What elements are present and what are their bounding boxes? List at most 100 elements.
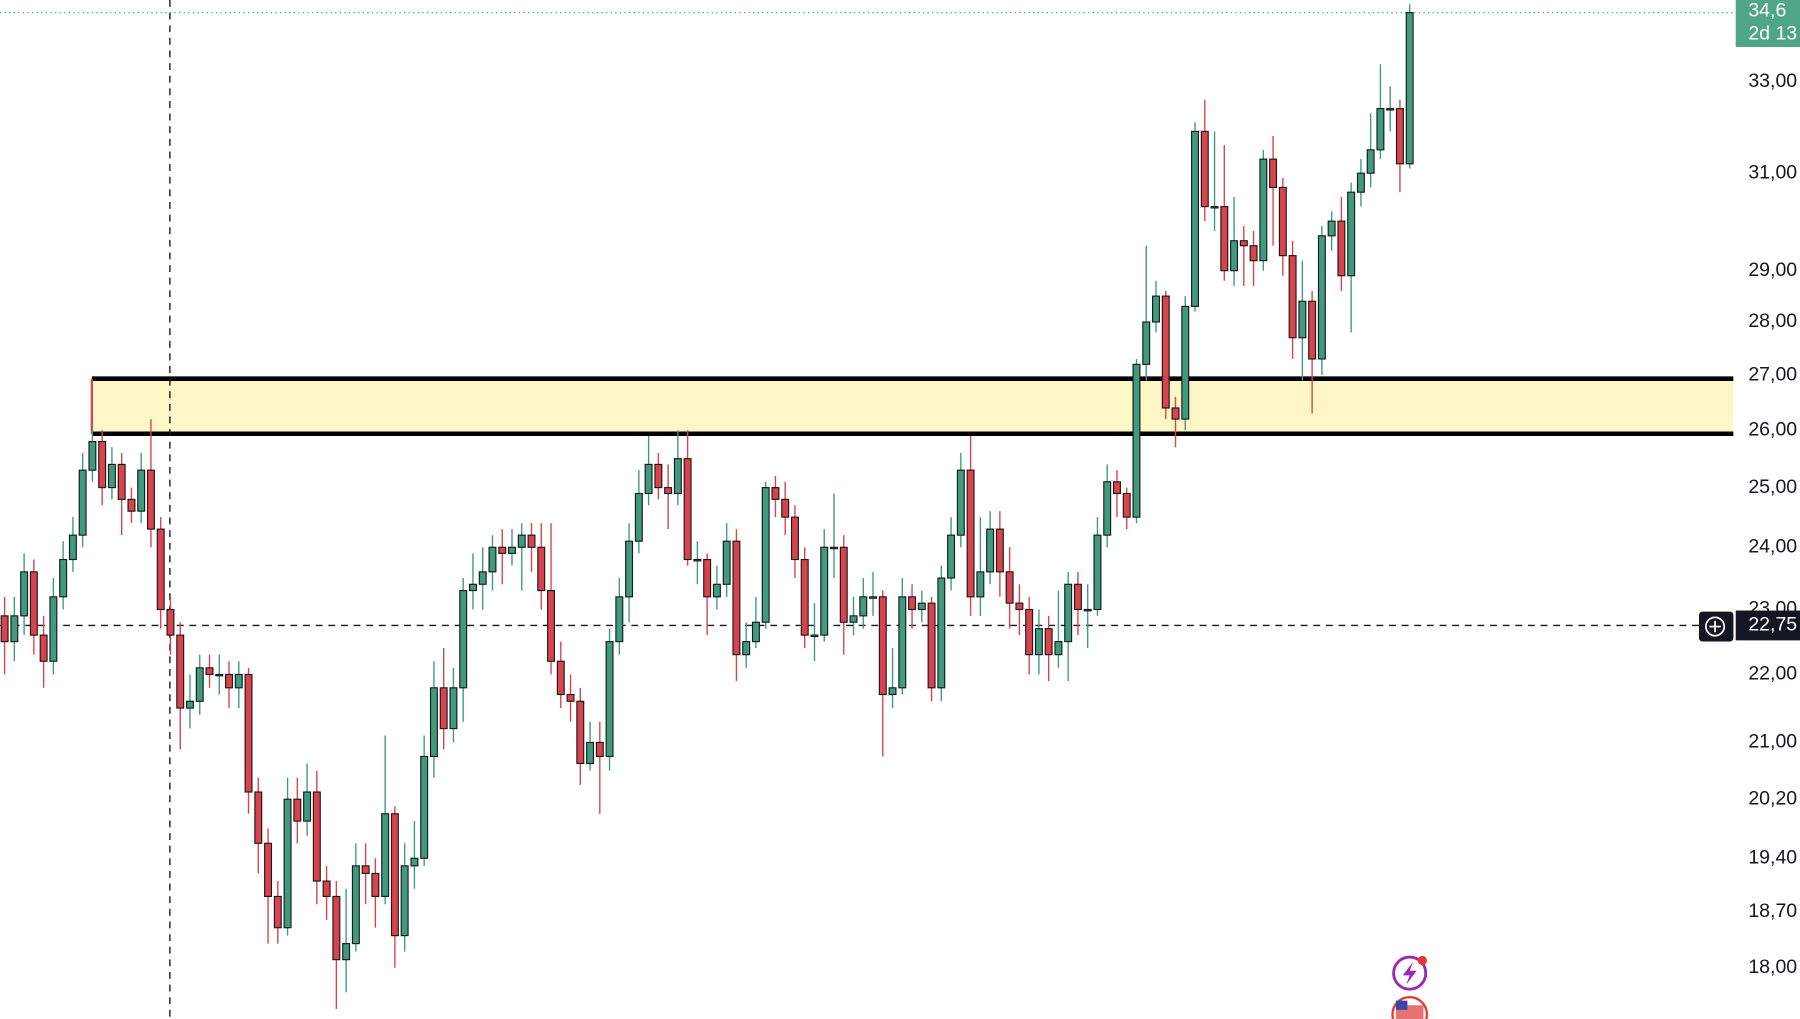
- candle-body: [78, 469, 87, 536]
- crosshair-label: 22,75: [1748, 614, 1797, 636]
- candle-body: [869, 596, 878, 599]
- candle-body: [615, 596, 624, 643]
- alert-dot[interactable]: [1417, 955, 1427, 966]
- candle-body: [322, 880, 331, 898]
- candle-body: [508, 546, 516, 554]
- last-price-label: 34,6: [1748, 0, 1786, 22]
- candle-body: [1073, 583, 1082, 611]
- candle-body: [937, 577, 946, 689]
- y-tick-label: 25,00: [1748, 476, 1797, 498]
- candle-body: [156, 528, 165, 611]
- candle-body: [1044, 628, 1053, 656]
- candle-body: [264, 842, 273, 898]
- candle-body: [1308, 300, 1317, 360]
- candle-body: [839, 546, 848, 623]
- alert-icon[interactable]: [1392, 955, 1428, 991]
- candle-body: [381, 813, 390, 898]
- plus-icon[interactable]: [1705, 616, 1726, 637]
- candle-body: [361, 865, 370, 875]
- candle-body: [751, 621, 760, 643]
- y-tick-label: 27,00: [1748, 363, 1797, 385]
- candle-body: [1278, 186, 1287, 257]
- candle-body: [1395, 108, 1404, 165]
- candle-body: [576, 700, 585, 765]
- axis-bg: [1733, 0, 1800, 1019]
- candle-body: [1034, 628, 1043, 656]
- candle-body: [849, 615, 858, 623]
- price-axis: 33,00 31,00 29,00 28,00 27,00 26,00 25,00 24,00…: [1733, 0, 1800, 1019]
- candle-body: [137, 469, 146, 512]
- flag-icon[interactable]: [1391, 996, 1429, 1019]
- candle-body: [439, 687, 448, 730]
- candle-body: [605, 641, 614, 758]
- y-tick-label: 29,00: [1748, 259, 1797, 281]
- candle-body: [332, 895, 341, 961]
- candle-body: [420, 755, 429, 859]
- candle-body: [117, 463, 126, 500]
- candle-body: [1132, 363, 1141, 518]
- y-tick-label: 18,00: [1748, 956, 1797, 978]
- candle-body: [1239, 240, 1248, 247]
- y-tick-label: 24,00: [1748, 535, 1797, 557]
- candle-body: [547, 589, 556, 662]
- candle-body: [1386, 108, 1395, 111]
- candle-body: [1015, 602, 1024, 611]
- y-tick-label: 28,00: [1748, 310, 1797, 332]
- candle-body: [59, 558, 68, 598]
- candle-body: [800, 558, 809, 636]
- candle-body: [390, 813, 399, 937]
- y-tick-label: 20,20: [1748, 787, 1797, 809]
- candle-body: [1366, 149, 1375, 174]
- candle-body: [1210, 206, 1219, 209]
- candle-body: [820, 546, 829, 636]
- candle-body: [986, 528, 995, 573]
- candle-body: [703, 558, 712, 598]
- candle-body: [1230, 240, 1239, 272]
- candle-body: [20, 571, 29, 617]
- candle-body: [527, 534, 536, 548]
- candle-body: [722, 540, 731, 585]
- candle-body: [1259, 158, 1268, 262]
- candle-body: [176, 634, 185, 709]
- candle-body: [10, 615, 19, 643]
- candle-body: [371, 872, 380, 898]
- resistance-zone: [90, 376, 1734, 437]
- candle-body: [1317, 235, 1326, 360]
- candle-body: [459, 589, 468, 689]
- lightning[interactable]: [1402, 961, 1417, 985]
- candle-body: [859, 596, 868, 617]
- candle-body: [400, 865, 409, 937]
- candle-body: [195, 667, 204, 702]
- candle-body: [1152, 295, 1160, 323]
- candle-body: [898, 596, 907, 689]
- y-tick-label: 21,00: [1748, 731, 1797, 753]
- candle-body: [410, 857, 419, 867]
- candle-body: [1025, 608, 1034, 656]
- flag-canton[interactable]: [1395, 1000, 1408, 1010]
- candle-body: [205, 667, 214, 676]
- candle-body: [976, 571, 985, 598]
- candle-body: [673, 458, 682, 495]
- candle-body: [185, 700, 194, 709]
- candle-body: [1288, 255, 1297, 339]
- candle-body: [146, 469, 155, 530]
- candle-body: [537, 546, 546, 592]
- candle-body: [49, 596, 58, 662]
- candle-body: [98, 441, 107, 489]
- y-tick-label: 26,00: [1748, 418, 1797, 440]
- y-tick-label: 18,70: [1748, 900, 1797, 922]
- candle-body: [625, 540, 634, 598]
- zone-fill: [91, 378, 1734, 434]
- candle-body: [771, 487, 780, 500]
- candle-body: [761, 487, 770, 623]
- crosshair-button[interactable]: [1698, 611, 1734, 642]
- candle-body: [88, 441, 97, 471]
- candle-body: [312, 791, 321, 882]
- candle-body: [1005, 571, 1014, 604]
- candle-body: [254, 791, 263, 844]
- candle-body: [956, 469, 965, 536]
- candle-body: [1405, 12, 1414, 165]
- candle-body: [449, 687, 458, 730]
